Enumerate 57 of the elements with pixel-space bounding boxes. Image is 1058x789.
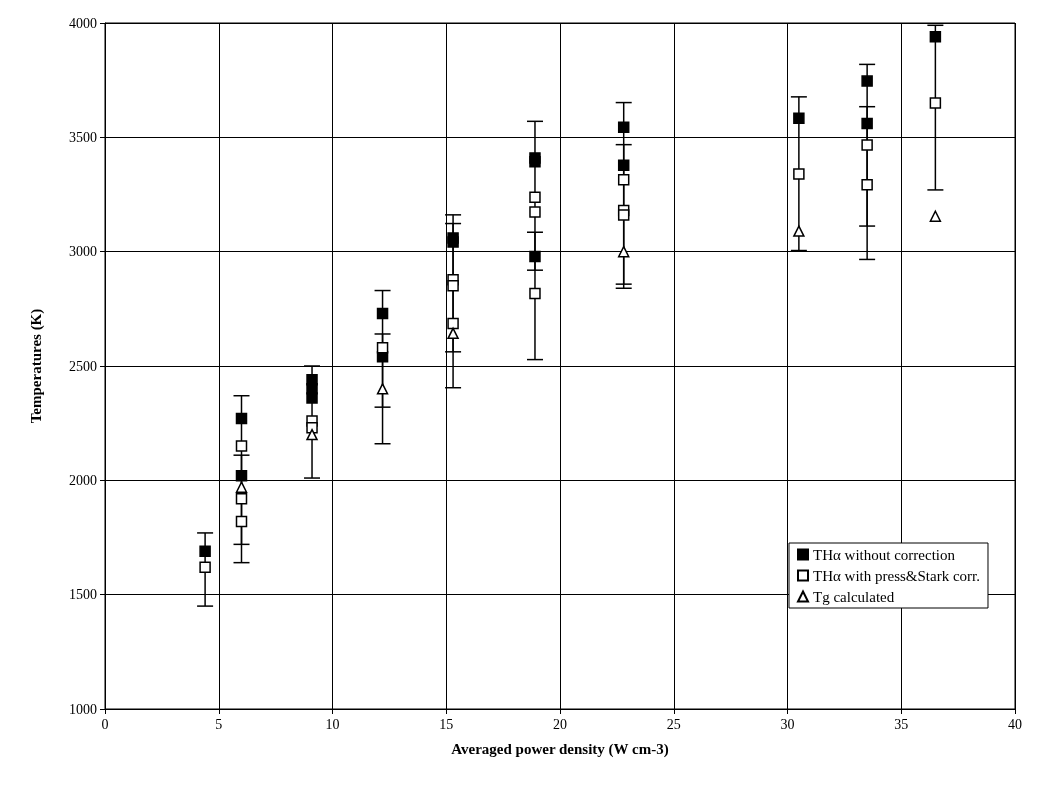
- point: [235, 492, 248, 505]
- point: [617, 159, 630, 171]
- x-tick-label: 25: [666, 716, 681, 732]
- point: [793, 168, 805, 180]
- point: [929, 30, 942, 43]
- point: [235, 470, 248, 482]
- point: [376, 341, 389, 354]
- x-tick-label: 40: [1008, 716, 1022, 732]
- point: [447, 232, 459, 244]
- point: [861, 75, 873, 87]
- point: [793, 112, 805, 125]
- point: [617, 245, 630, 258]
- point: [617, 121, 630, 134]
- point: [929, 97, 942, 109]
- point: [376, 383, 389, 395]
- y-tick-label: 3500: [69, 129, 97, 145]
- y-tick-label: 4000: [69, 15, 97, 31]
- y-tick-label: 3000: [69, 244, 97, 260]
- point: [529, 287, 541, 300]
- point: [306, 428, 318, 441]
- point: [529, 191, 541, 203]
- legend-label: Tg calculated: [813, 588, 895, 605]
- point: [861, 117, 873, 130]
- x-tick-label: 5: [215, 716, 223, 732]
- point: [447, 317, 459, 330]
- point: [376, 307, 389, 320]
- y-axis-title: Temperatures (K): [27, 308, 45, 424]
- x-tick-label: 0: [101, 716, 109, 732]
- point: [529, 156, 541, 168]
- point: [793, 225, 805, 237]
- point: [235, 412, 248, 425]
- point: [861, 178, 873, 191]
- x-tick-label: 35: [894, 716, 909, 732]
- legend-label: THα with press&Stark corr.: [813, 567, 980, 584]
- point: [617, 174, 630, 186]
- point: [199, 545, 211, 557]
- y-tick-label: 1500: [69, 587, 97, 603]
- y-tick-label: 2000: [69, 472, 97, 488]
- x-tick-label: 10: [325, 716, 340, 732]
- x-tick-label: 30: [780, 716, 795, 732]
- legend-label: THα without correction: [813, 546, 956, 563]
- point: [447, 279, 459, 292]
- point: [617, 209, 630, 221]
- point: [235, 481, 248, 493]
- point: [861, 139, 873, 151]
- point: [529, 250, 541, 263]
- y-tick-label: 2500: [69, 358, 97, 374]
- x-tick-label: 20: [553, 716, 567, 732]
- point: [447, 327, 459, 340]
- point: [235, 440, 248, 452]
- y-tick-label: 1000: [69, 701, 97, 717]
- point: [199, 561, 211, 573]
- point: [529, 206, 541, 218]
- point: [235, 515, 248, 528]
- point: [306, 392, 318, 404]
- x-axis-title: Averaged power density (W cm-3): [451, 740, 669, 758]
- x-tick-label: 15: [439, 716, 454, 732]
